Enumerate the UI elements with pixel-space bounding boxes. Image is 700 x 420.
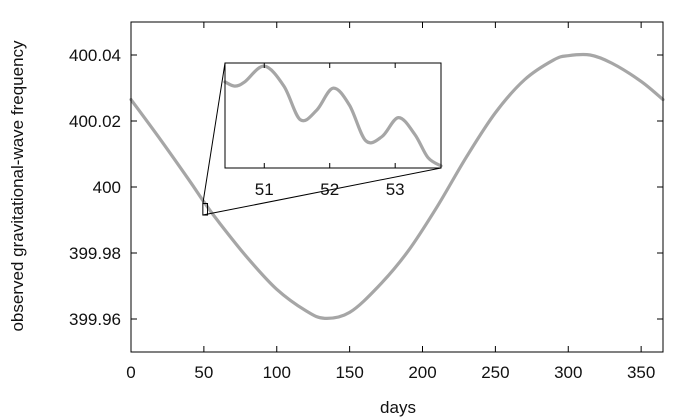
x-axis-label: days (380, 398, 416, 417)
inset-background (225, 63, 441, 168)
inset-plot: 51 52 53 (202, 62, 443, 216)
x-tick-label: 200 (408, 363, 436, 382)
x-tick-label: 0 (126, 363, 135, 382)
x-tick-label: 50 (194, 363, 213, 382)
y-tick-label: 399.98 (69, 244, 121, 263)
y-axis-label: observed gravitational-wave frequency (8, 40, 27, 332)
inset-x-tick-label: 51 (255, 180, 274, 199)
x-tick-label: 300 (554, 363, 582, 382)
inset-series-line (223, 64, 443, 168)
series-line (129, 52, 665, 320)
y-tick-label: 400.02 (69, 112, 121, 131)
x-tick-label: 100 (263, 363, 291, 382)
x-tick-label: 150 (335, 363, 363, 382)
x-tick-label: 350 (627, 363, 655, 382)
y-tick-label: 400 (93, 178, 121, 197)
inset-x-tick-label: 53 (386, 180, 405, 199)
main-plot: 0 50 100 150 200 250 300 350 399.96 399.98 400 400.… (69, 21, 665, 382)
inset-frame (224, 62, 442, 169)
zoom-connector-top (202, 62, 226, 204)
inset-x-tick-label: 52 (320, 180, 339, 199)
x-tick-label: 250 (481, 363, 509, 382)
y-tick-label: 399.96 (69, 310, 121, 329)
y-tick-label: 400.04 (69, 46, 121, 65)
zoom-connector-bottom (202, 167, 442, 216)
